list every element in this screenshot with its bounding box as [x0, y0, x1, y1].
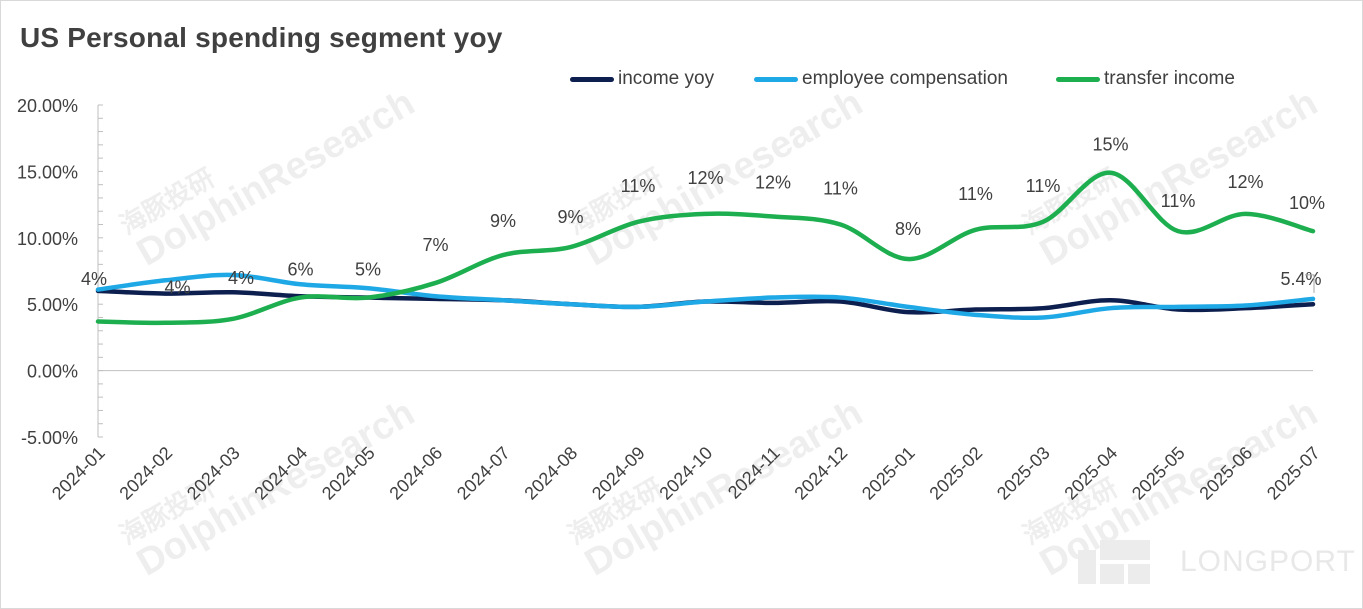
x-tick-label: 2025-04	[1060, 443, 1121, 504]
y-tick-label: -5.00%	[21, 428, 78, 448]
legend-item-transfer-income: transfer income	[1056, 68, 1235, 90]
data-label: 7%	[422, 235, 448, 255]
x-tick-label: 2024-08	[520, 443, 581, 504]
data-label: 4%	[81, 269, 107, 289]
data-label: 11%	[958, 184, 993, 204]
x-tick-label: 2025-03	[993, 443, 1054, 504]
legend-item-employee-compensation: employee compensation	[754, 68, 1008, 90]
data-label: 11%	[823, 179, 858, 199]
chart-title: US Personal spending segment yoy	[20, 22, 503, 53]
x-tick-label: 2025-06	[1195, 443, 1256, 504]
legend-label-transfer-income: transfer income	[1104, 68, 1235, 89]
series-transfer-income-line	[95, 170, 1316, 326]
data-label: 11%	[1161, 191, 1196, 211]
legend-swatch-transfer-income	[1056, 76, 1100, 82]
brand-name: LONGPORT	[1180, 545, 1356, 578]
x-tick-label: 2024-12	[790, 443, 851, 504]
data-label: 6%	[287, 260, 313, 280]
x-tick-label: 2024-10	[655, 443, 716, 504]
data-label: 12%	[1227, 172, 1263, 192]
x-tick-label: 2024-05	[318, 443, 379, 504]
x-tick-label: 2024-02	[115, 443, 176, 504]
data-label: 10%	[1289, 193, 1325, 213]
brand-logo: LONGPORT	[1078, 540, 1356, 584]
x-tick-label: 2024-11	[724, 443, 784, 503]
data-label: 8%	[895, 219, 921, 239]
legend-swatch-employee-compensation	[754, 76, 798, 82]
chart-data-labels: 4% 4% 4% 6% 5% 7% 9% 9% 11% 12% 12% 11% 8% 11% 11% 15% 1…	[81, 135, 1325, 298]
chart-series	[95, 170, 1316, 326]
legend-label-income-yoy: income yoy	[618, 68, 715, 89]
data-label: 9%	[490, 211, 516, 231]
x-tick-label: 2024-06	[385, 443, 446, 504]
data-label: 5.4%	[1280, 269, 1321, 289]
data-label: 12%	[687, 168, 723, 188]
y-tick-label: 5.00%	[27, 295, 78, 315]
data-label: 12%	[755, 173, 791, 193]
y-tick-label: 0.00%	[27, 362, 78, 382]
legend-label-employee-compensation: employee compensation	[802, 68, 1008, 89]
x-tick-label: 2024-07	[453, 443, 514, 504]
brand-mark-icon	[1078, 540, 1150, 584]
x-tick-label: 2024-04	[250, 443, 311, 504]
y-tick-label: 15.00%	[17, 162, 78, 182]
y-tick-label: 20.00%	[17, 96, 78, 116]
x-tick-label: 2025-02	[925, 443, 986, 504]
x-tick-label: 2025-01	[858, 443, 919, 504]
x-tick-label: 2024-01	[48, 443, 109, 504]
series-employee-compensation-line	[95, 272, 1316, 321]
data-label: 15%	[1092, 135, 1128, 155]
data-label: 5%	[355, 260, 381, 280]
x-tick-label: 2024-03	[183, 443, 244, 504]
data-label: 4%	[228, 268, 254, 288]
data-label: 11%	[1026, 176, 1061, 196]
x-tick-label: 2024-09	[588, 443, 649, 504]
data-label: 11%	[621, 176, 656, 196]
y-tick-label: 10.00%	[17, 229, 78, 249]
legend-item-income-yoy: income yoy	[570, 68, 714, 90]
data-label: 9%	[557, 207, 583, 227]
data-label: 4%	[164, 278, 190, 298]
legend-swatch-income-yoy	[570, 76, 614, 82]
data-label-leader-line	[1305, 274, 1315, 293]
x-tick-label: 2025-07	[1263, 443, 1324, 504]
x-tick-label: 2025-05	[1128, 443, 1189, 504]
